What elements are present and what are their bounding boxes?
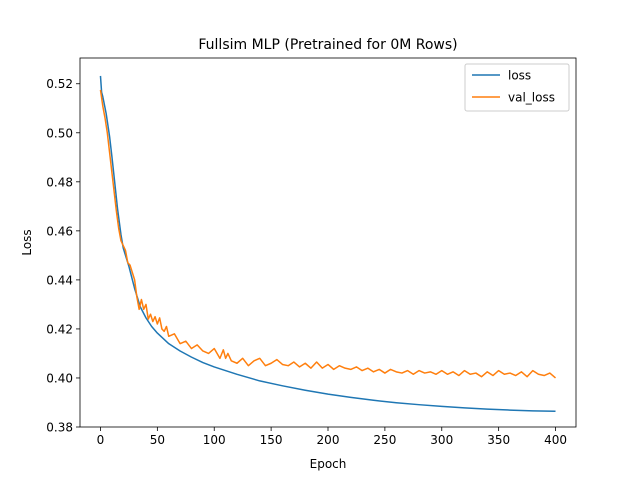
y-tick-label: 0.38: [46, 421, 73, 435]
x-tick-label: 300: [430, 433, 453, 447]
y-tick-label: 0.52: [46, 77, 73, 91]
legend-label-val-loss: val_loss: [508, 91, 555, 105]
x-tick-label: 400: [544, 433, 567, 447]
legend-label-loss: loss: [508, 69, 531, 83]
x-tick-label: 50: [150, 433, 165, 447]
y-tick-label: 0.50: [46, 126, 73, 140]
y-axis: 0.38 0.40 0.42 0.44 0.46 0.48 0.50 0.52: [46, 77, 80, 435]
x-tick-label: 350: [487, 433, 510, 447]
x-tick-label: 0: [97, 433, 105, 447]
y-tick-label: 0.44: [46, 273, 73, 287]
x-axis-label: Epoch: [310, 457, 347, 471]
x-tick-label: 250: [373, 433, 396, 447]
y-axis-label: Loss: [20, 229, 34, 255]
y-tick-label: 0.48: [46, 175, 73, 189]
chart-title: Fullsim MLP (Pretrained for 0M Rows): [198, 37, 457, 53]
x-tick-label: 200: [317, 433, 340, 447]
x-axis: 0 50 100 150 200 250 300 350 400: [97, 427, 567, 447]
plot-area: [99, 75, 557, 413]
y-tick-label: 0.40: [46, 371, 73, 385]
y-tick-label: 0.46: [46, 224, 73, 238]
y-tick-label: 0.42: [46, 322, 73, 336]
series-line-loss: [99, 75, 556, 413]
series-line-val-loss: [99, 89, 557, 379]
x-tick-label: 150: [260, 433, 283, 447]
x-tick-label: 100: [203, 433, 226, 447]
legend: loss val_loss: [464, 63, 570, 112]
